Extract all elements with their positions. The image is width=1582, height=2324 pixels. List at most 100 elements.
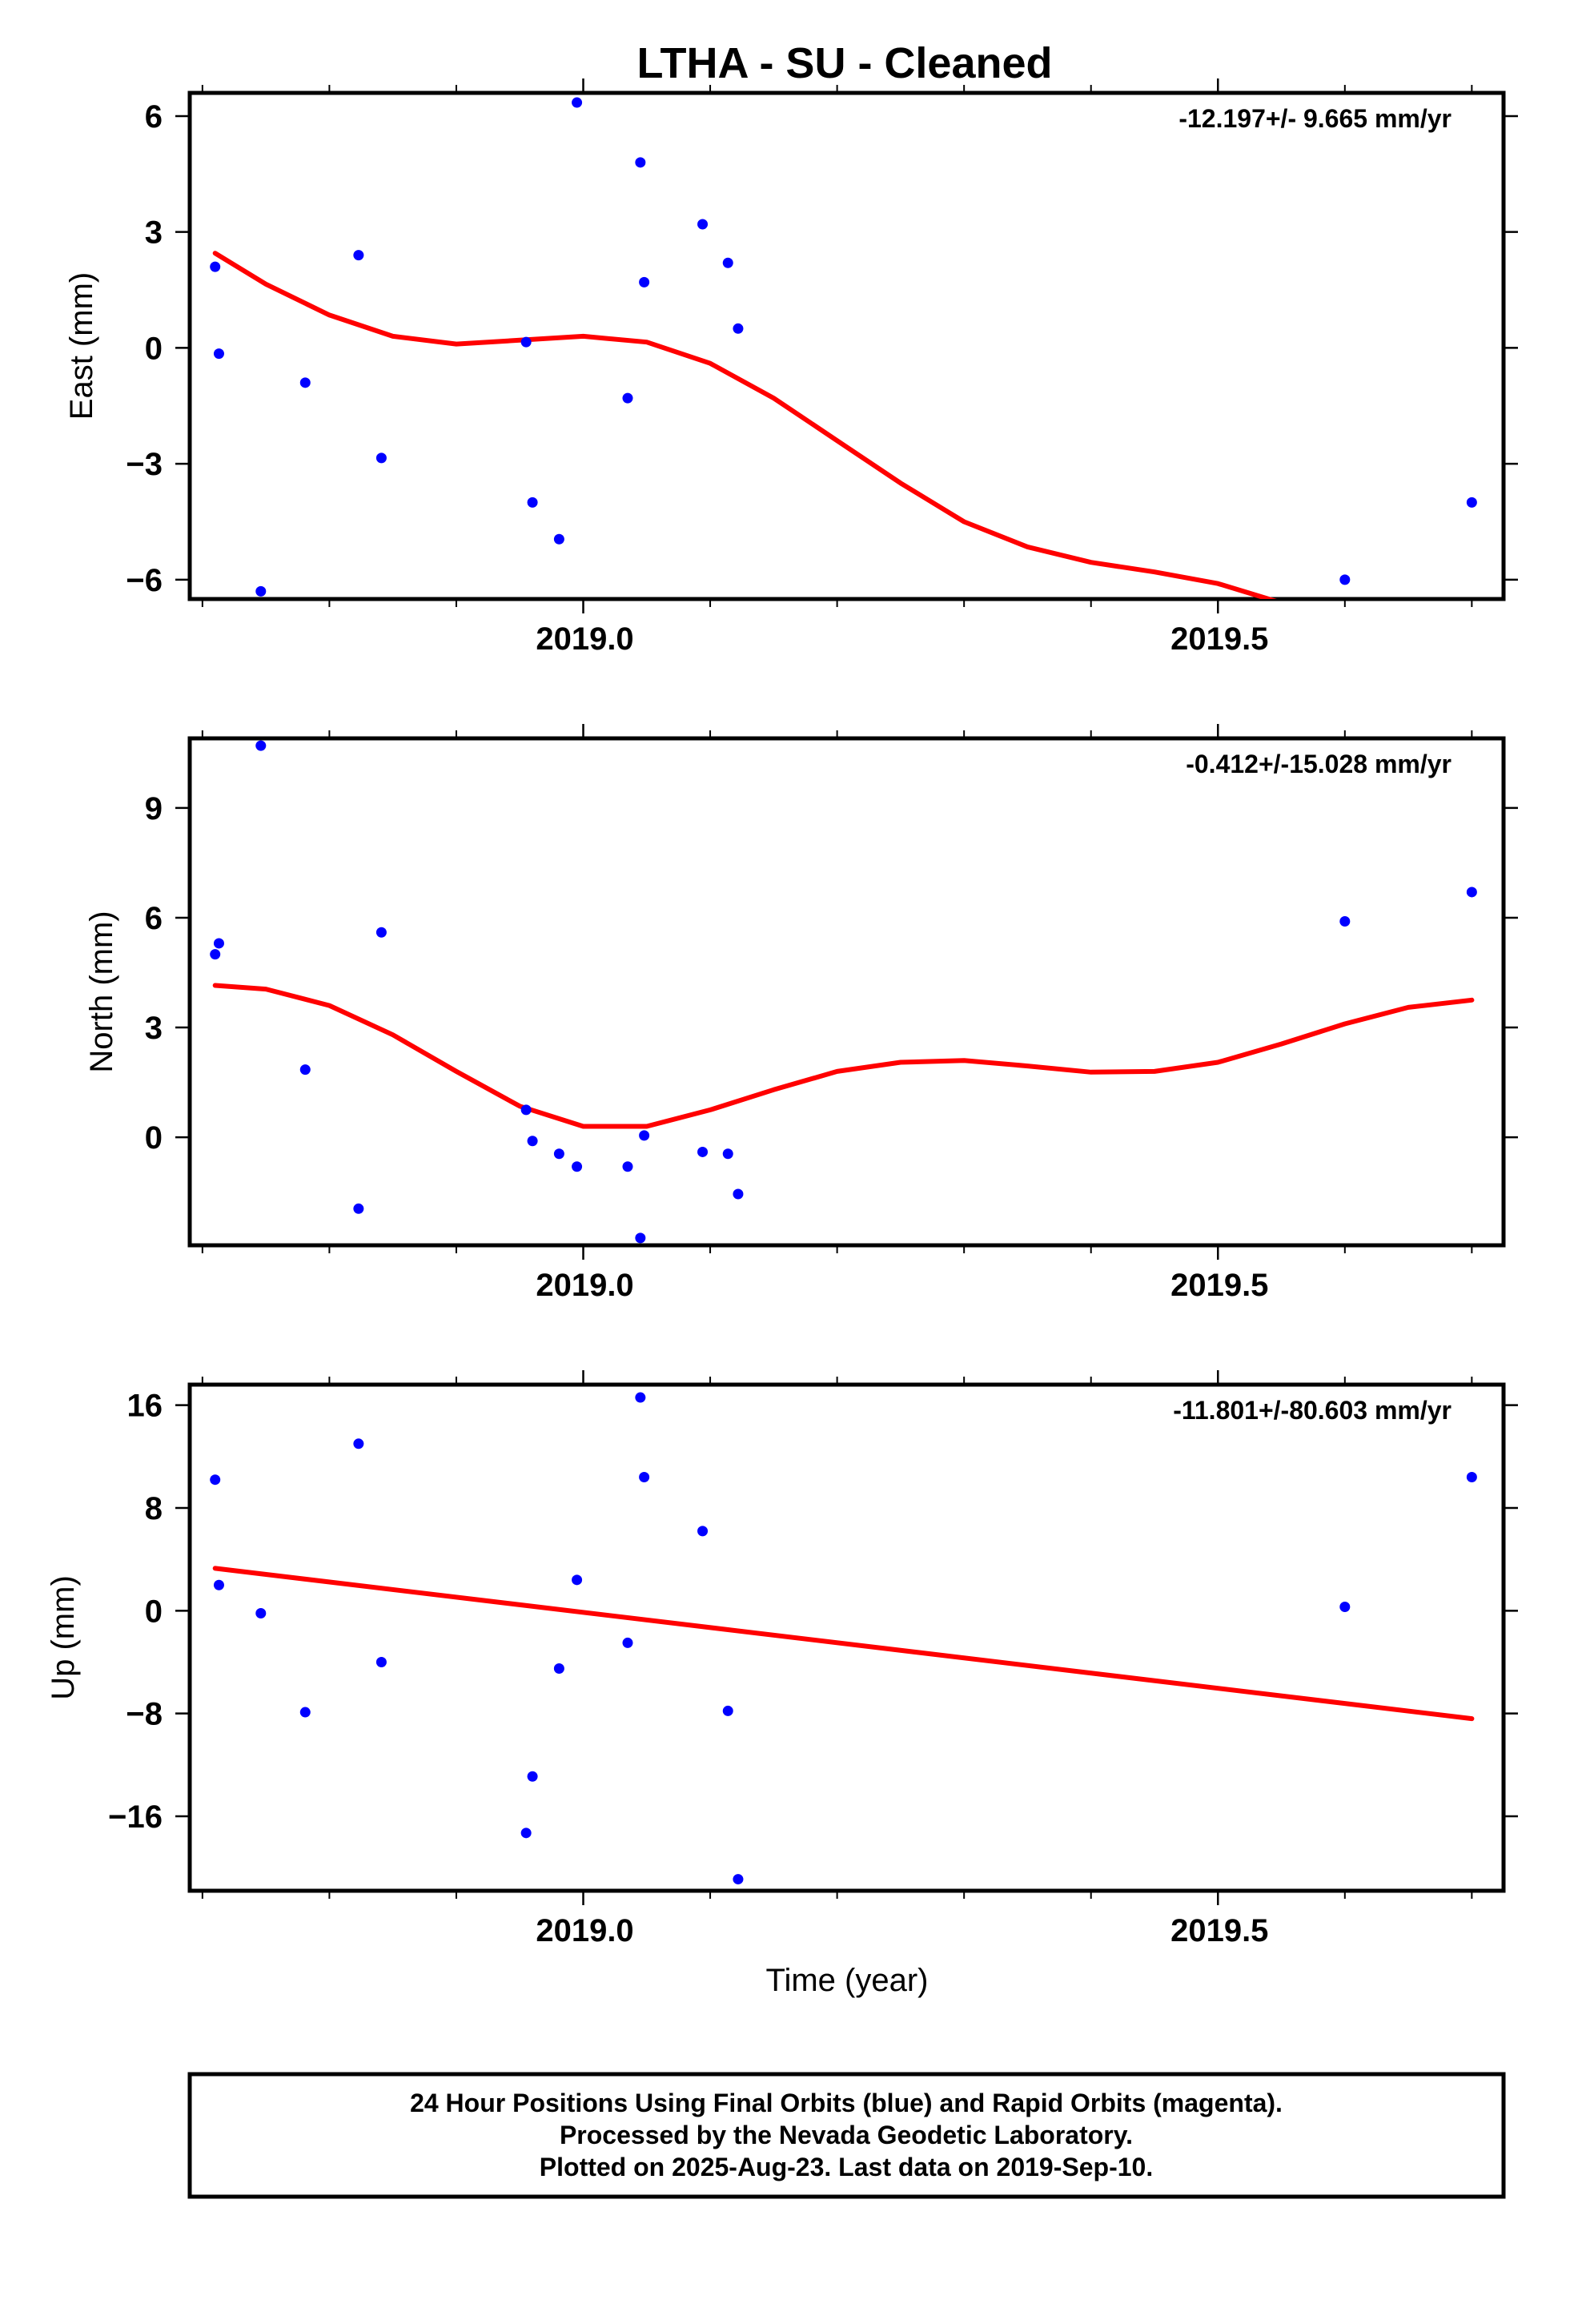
east-y-tick-label: −6	[126, 563, 163, 598]
east-data-point	[733, 323, 744, 334]
up-data-point	[375, 1656, 387, 1667]
up-data-point	[527, 1771, 538, 1782]
footer-line-1: 24 Hour Positions Using Final Orbits (bl…	[410, 2089, 1283, 2117]
east-data-point	[572, 97, 583, 108]
up-data-point	[1466, 1471, 1477, 1482]
up-y-tick-label: 8	[145, 1491, 163, 1526]
east-data-point	[527, 497, 538, 508]
north-y-tick-label: 0	[145, 1120, 163, 1156]
north-data-point	[639, 1130, 650, 1141]
up-data-point	[733, 1874, 744, 1885]
east-data-point	[299, 377, 311, 388]
north-data-point	[1339, 916, 1351, 927]
east-data-point	[639, 276, 650, 287]
east-data	[210, 97, 1477, 599]
north-data-point	[697, 1146, 709, 1157]
up-x-tick-label: 2019.5	[1170, 1913, 1268, 1948]
footer-border	[187, 2072, 1506, 2199]
east-x-tick-label: 2019.0	[536, 621, 633, 657]
east-y-tick-label: −3	[126, 447, 163, 482]
east-data-point	[255, 585, 267, 597]
footer-line-3: Plotted on 2025-Aug-23. Last data on 201…	[540, 2153, 1153, 2181]
chart-title: LTHA - SU - Cleaned	[636, 39, 1052, 87]
east-data-point	[210, 261, 221, 272]
east-x-tick-label: 2019.5	[1170, 621, 1268, 657]
north-plot-frame	[187, 736, 1506, 1248]
east-y-tick-label: 3	[145, 215, 163, 251]
east-y-tick-label: 6	[145, 99, 163, 135]
east-y-tick-label: 0	[145, 331, 163, 366]
up-plot-frame	[187, 1382, 1506, 1893]
up-panel: 2019.0 2019.5 16 8 0 −8 −16 Up (mm) -11.801+/-80…	[46, 1370, 1518, 1998]
east-data-point	[213, 348, 224, 360]
north-fit-line	[212, 983, 1475, 1129]
east-data-point	[375, 452, 387, 464]
east-data-point	[635, 157, 646, 168]
north-data-point	[353, 1203, 364, 1214]
north-data-point	[622, 1161, 633, 1172]
north-y-tick-label: 9	[145, 791, 163, 826]
east-fit-line	[212, 251, 1278, 599]
up-data-point	[635, 1392, 646, 1403]
up-y-tick-label: −8	[126, 1697, 163, 1732]
north-data-point	[213, 938, 224, 949]
footer-box: 24 Hour Positions Using Final Orbits (bl…	[187, 2072, 1506, 2199]
up-data-point	[639, 1471, 650, 1482]
north-panel: 2019.0 2019.5 9 6 3 0 North (mm) -0.412+/-15.02…	[84, 724, 1518, 1303]
north-data-point	[635, 1232, 646, 1244]
east-data-point	[1339, 574, 1351, 585]
up-data-point	[210, 1474, 221, 1486]
up-data-point	[299, 1707, 311, 1718]
north-rate-label: -0.412+/-15.028 mm/yr	[1186, 750, 1452, 778]
up-y-tick-label: 0	[145, 1594, 163, 1629]
east-data-point	[553, 533, 564, 545]
x-axis-label: Time (year)	[766, 1963, 929, 1998]
north-data-point	[572, 1161, 583, 1172]
north-data-point	[520, 1104, 532, 1116]
up-fit-line	[212, 1566, 1475, 1722]
north-data-point	[527, 1136, 538, 1147]
up-y-tick-label: 16	[127, 1389, 163, 1424]
north-y-tick-label: 6	[145, 901, 163, 936]
up-rate-label: -11.801+/-80.603 mm/yr	[1173, 1396, 1452, 1425]
north-data-point	[375, 927, 387, 938]
north-x-tick-label: 2019.0	[536, 1268, 633, 1303]
east-panel: 2019.0 2019.5 6 3 0 −3 −6 East (mm) -12.197+/- 9…	[64, 78, 1518, 657]
east-y-axis-label: East (mm)	[64, 272, 99, 420]
east-plot-frame	[187, 90, 1506, 601]
up-data-point	[722, 1705, 733, 1716]
east-data-point	[1466, 497, 1477, 508]
up-data-point	[213, 1579, 224, 1590]
up-data-point	[622, 1637, 633, 1648]
east-rate-label: -12.197+/- 9.665 mm/yr	[1178, 104, 1452, 133]
north-data-point	[210, 949, 221, 960]
up-y-tick-label: −16	[108, 1799, 163, 1835]
east-data-point	[697, 219, 709, 230]
up-data-point	[572, 1574, 583, 1586]
footer-line-2: Processed by the Nevada Geodetic Laborat…	[560, 2121, 1133, 2149]
east-data-point	[353, 250, 364, 261]
up-data	[210, 1392, 1477, 1885]
north-data-point	[553, 1148, 564, 1160]
north-data-point	[299, 1064, 311, 1076]
up-data-point	[1339, 1602, 1351, 1613]
up-x-tick-label: 2019.0	[536, 1913, 633, 1948]
north-data-point	[722, 1148, 733, 1160]
east-data-point	[622, 392, 633, 404]
north-data-point	[733, 1188, 744, 1200]
up-y-axis-label: Up (mm)	[46, 1575, 81, 1700]
up-data-point	[255, 1608, 267, 1619]
up-data-point	[553, 1663, 564, 1674]
north-data-point	[1466, 887, 1477, 898]
north-y-tick-label: 3	[145, 1011, 163, 1046]
north-data	[210, 740, 1477, 1244]
east-data-point	[722, 257, 733, 268]
up-data-point	[697, 1526, 709, 1537]
east-data-point	[520, 336, 532, 348]
north-data-point	[255, 740, 267, 751]
up-data-point	[520, 1827, 532, 1839]
north-x-tick-label: 2019.5	[1170, 1268, 1268, 1303]
north-y-axis-label: North (mm)	[84, 911, 119, 1072]
up-data-point	[353, 1438, 364, 1449]
